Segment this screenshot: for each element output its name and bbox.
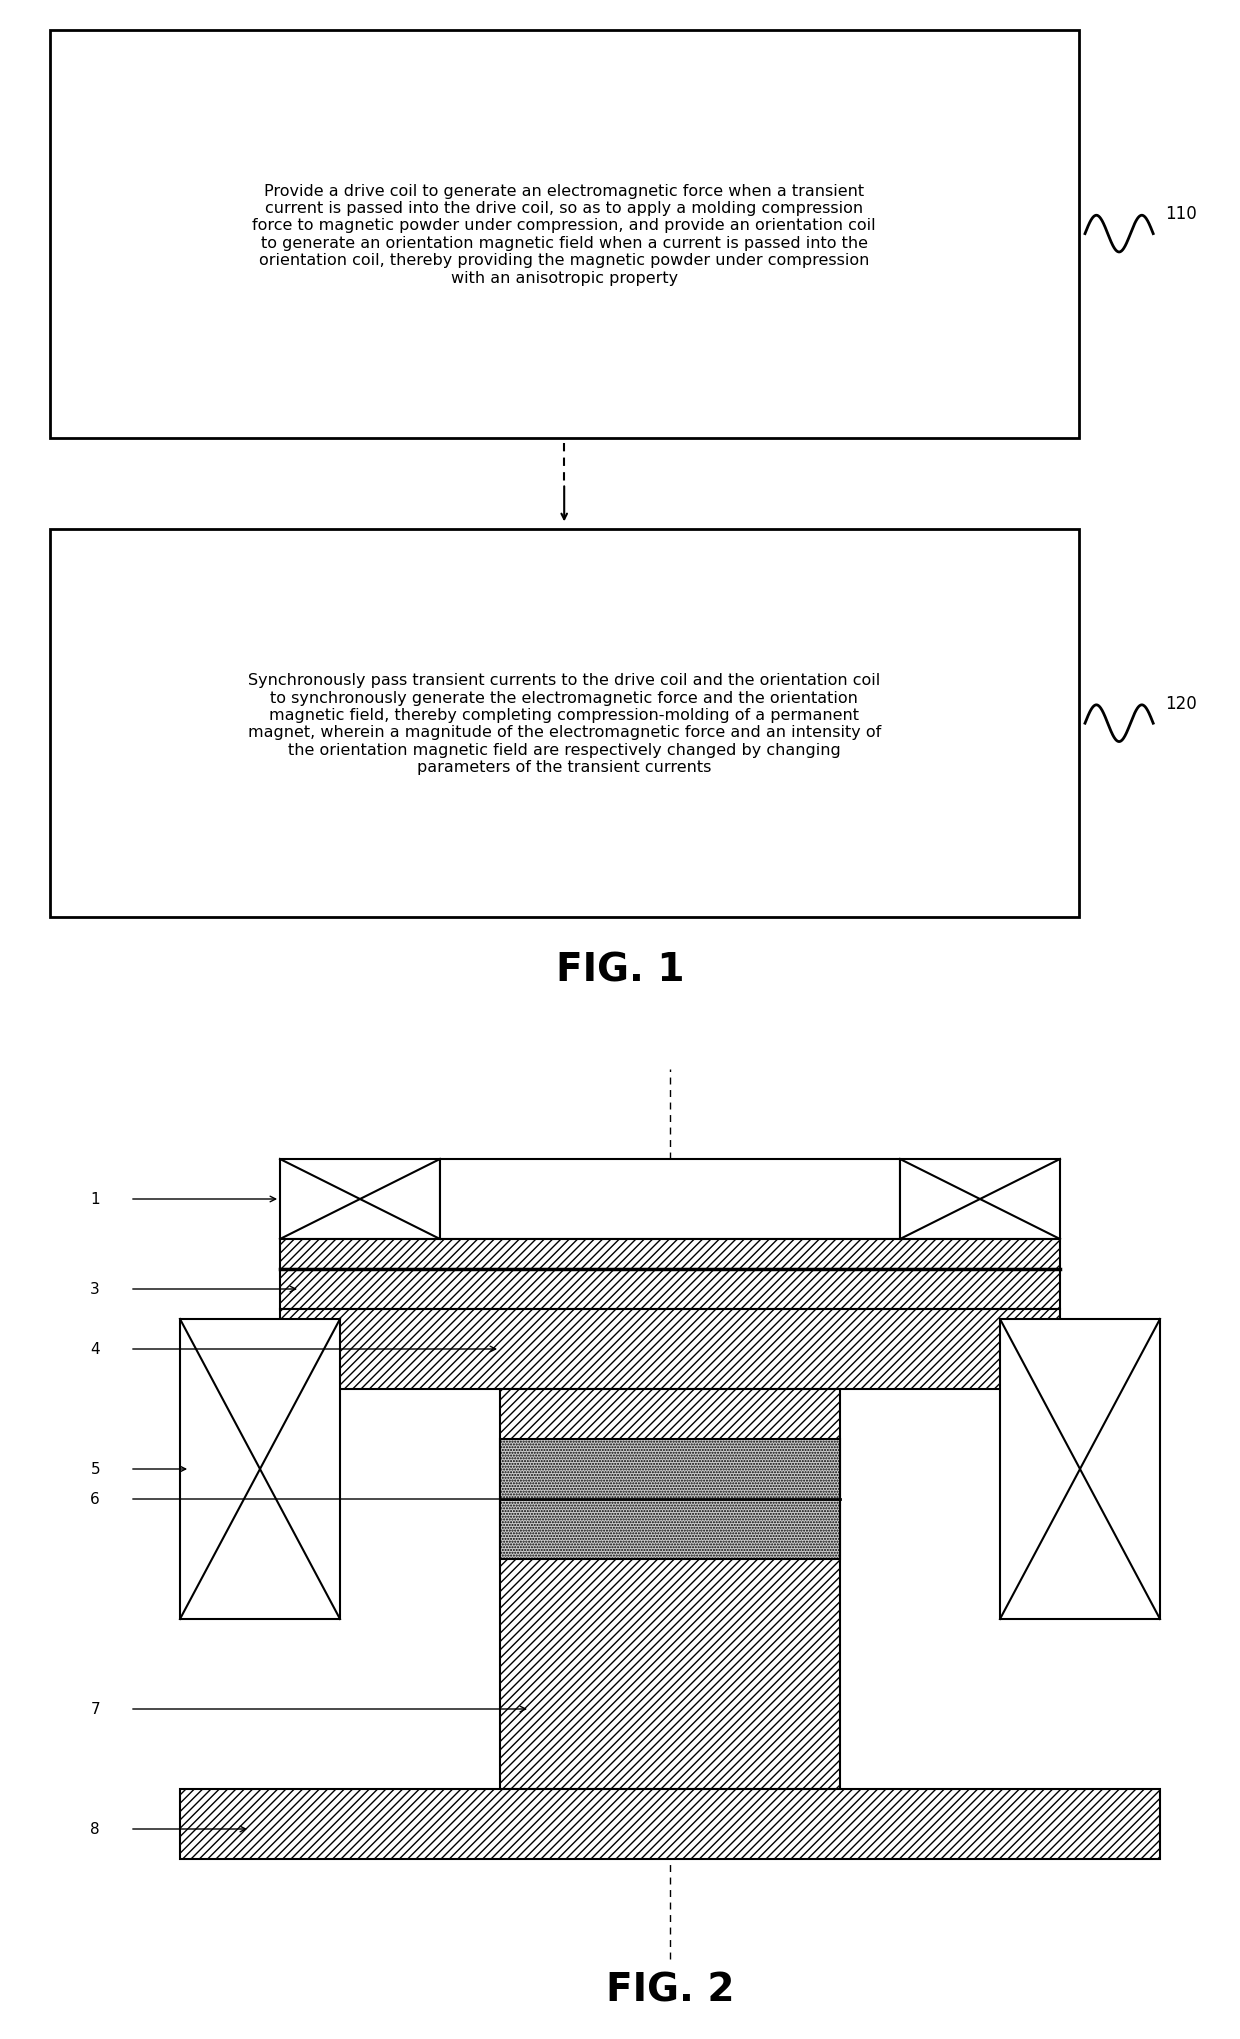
Bar — [900, 1160, 1060, 1240]
Text: 6: 6 — [91, 1493, 100, 1507]
Text: 120: 120 — [1166, 695, 1198, 712]
Text: 4: 4 — [91, 1342, 100, 1356]
Bar — [440, 1160, 900, 1240]
Bar — [50, 31, 1079, 438]
Text: 5: 5 — [91, 1462, 100, 1476]
Text: 8: 8 — [91, 1821, 100, 1837]
Bar — [180, 1319, 340, 1619]
Text: 1: 1 — [91, 1193, 100, 1207]
Bar — [500, 1389, 839, 1788]
Bar — [280, 1240, 1060, 1270]
Bar — [280, 1309, 1060, 1389]
Bar — [280, 1160, 440, 1240]
Text: 7: 7 — [91, 1703, 100, 1717]
Bar — [50, 530, 1079, 918]
Bar — [500, 1440, 839, 1560]
Text: FIG. 2: FIG. 2 — [606, 1972, 734, 2008]
Bar — [999, 1319, 1159, 1619]
Text: FIG. 1: FIG. 1 — [556, 950, 684, 989]
Text: 110: 110 — [1166, 206, 1198, 222]
Text: 3: 3 — [91, 1283, 100, 1297]
Text: Synchronously pass transient currents to the drive coil and the orientation coil: Synchronously pass transient currents to… — [248, 673, 880, 775]
Bar — [180, 1788, 1159, 1860]
Text: Provide a drive coil to generate an electromagnetic force when a transient
curre: Provide a drive coil to generate an elec… — [253, 184, 875, 285]
Bar — [280, 1270, 1060, 1309]
